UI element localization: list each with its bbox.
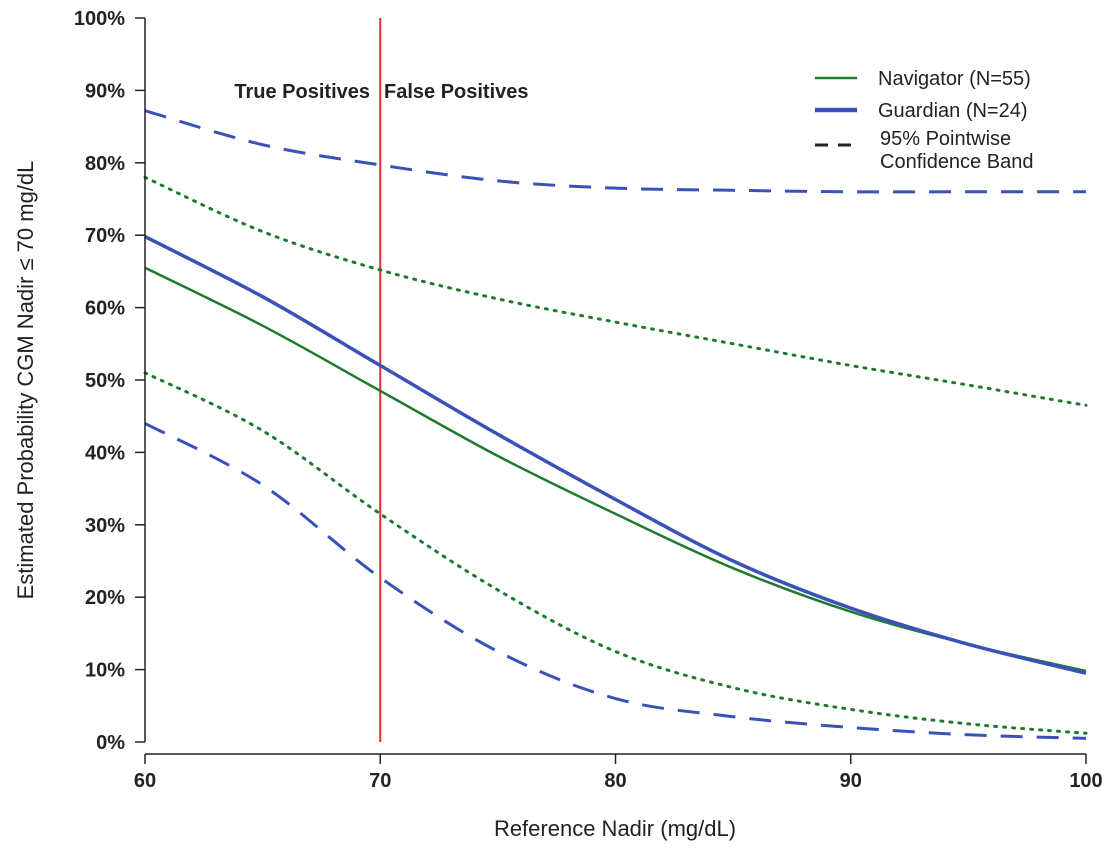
x-tick-label: 70 <box>369 770 391 792</box>
legend-label-navigator: Navigator (N=55) <box>878 68 1031 90</box>
y-tick-label: 80% <box>85 153 125 175</box>
y-tick-label: 100% <box>74 8 125 30</box>
y-tick-label: 70% <box>85 225 125 247</box>
legend: Navigator (N=55) Guardian (N=24) 95% Poi… <box>815 68 1033 173</box>
legend-label-confidence-band-line2: Confidence Band <box>880 151 1033 173</box>
x-axis-title: Reference Nadir (mg/dL) <box>494 816 736 841</box>
x-tick-label: 60 <box>134 770 156 792</box>
y-tick-label: 90% <box>85 80 125 102</box>
series-line-navigator <box>144 266 1087 673</box>
legend-label-guardian: Guardian (N=24) <box>878 100 1028 122</box>
y-tick-label: 50% <box>85 370 125 392</box>
y-tick-label: 0% <box>96 732 125 754</box>
series-line-navigator-lower-95 <box>143 371 1088 735</box>
y-tick-label: 20% <box>85 587 125 609</box>
x-tick-label: 80 <box>604 770 626 792</box>
annotation-false-positives: False Positives <box>384 81 529 103</box>
x-tick-label: 90 <box>840 770 862 792</box>
legend-label-confidence-band: 95% Pointwise <box>880 128 1011 150</box>
annotation-true-positives: True Positives <box>234 81 370 103</box>
y-axis-title: Estimated Probability CGM Nadir ≤ 70 mg/… <box>13 161 38 600</box>
series-line-navigator-upper-95 <box>143 175 1088 407</box>
y-tick-label: 10% <box>85 660 125 682</box>
series-line-guardian-lower-95 <box>144 422 1087 740</box>
x-tick-label: 100 <box>1069 770 1102 792</box>
y-tick-label: 60% <box>85 298 125 320</box>
series-line-guardian-upper-95 <box>144 109 1086 194</box>
y-tick-label: 40% <box>85 442 125 464</box>
series-line-guardian <box>144 235 1087 675</box>
y-tick-label: 30% <box>85 515 125 537</box>
